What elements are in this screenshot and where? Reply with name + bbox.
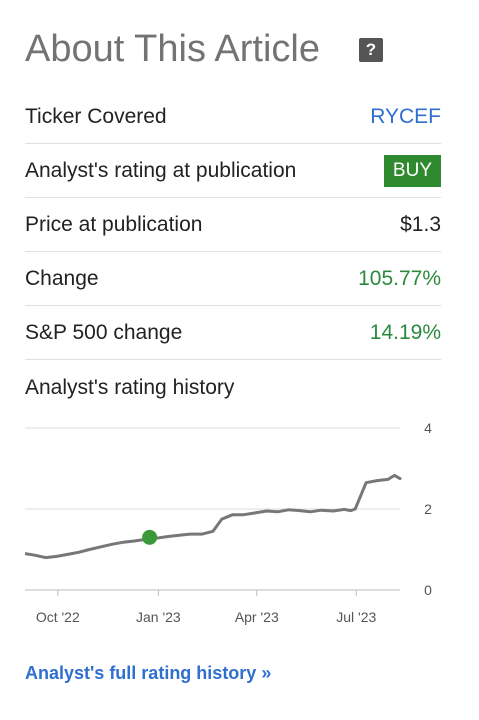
- help-icon[interactable]: ?: [359, 38, 383, 62]
- ticker-label: Ticker Covered: [25, 104, 167, 128]
- x-tick-label-3: Jul '23: [336, 609, 376, 625]
- article-info-list: Ticker Covered RYCEF Analyst's rating at…: [25, 90, 441, 360]
- sp500-change-label: S&P 500 change: [25, 320, 183, 344]
- x-tick-label-0: Oct '22: [36, 609, 80, 625]
- sp500-change-row: S&P 500 change 14.19%: [25, 306, 441, 360]
- full-rating-history-link[interactable]: Analyst's full rating history »: [25, 663, 272, 683]
- x-tick-label-1: Jan '23: [136, 609, 181, 625]
- y-tick-label-4: 4: [424, 420, 432, 436]
- price-label: Price at publication: [25, 212, 203, 236]
- page-title: About This Article: [25, 28, 321, 70]
- sp500-change-value: 14.19%: [369, 320, 441, 344]
- rating-history-chart: 0 2 4 Oct '22 Jan '23 Apr '23 Jul '23: [25, 420, 432, 625]
- y-tick-label-2: 2: [424, 501, 432, 517]
- change-value: 105.77%: [358, 266, 441, 290]
- panel-header: About This Article ?: [25, 24, 441, 74]
- y-tick-label-0: 0: [424, 582, 432, 598]
- rating-history-title: Analyst's rating history: [25, 376, 235, 399]
- price-row: Price at publication $1.3: [25, 198, 441, 252]
- price-value: $1.3: [400, 212, 441, 236]
- ticker-row: Ticker Covered RYCEF: [25, 90, 441, 144]
- publication-marker: [142, 529, 158, 545]
- change-row: Change 105.77%: [25, 252, 441, 306]
- rating-row: Analyst's rating at publication BUY: [25, 144, 441, 198]
- change-label: Change: [25, 266, 99, 290]
- rating-label: Analyst's rating at publication: [25, 158, 297, 182]
- ticker-link[interactable]: RYCEF: [370, 104, 441, 128]
- rating-badge: BUY: [383, 154, 441, 187]
- x-tick-label-2: Apr '23: [235, 609, 279, 625]
- rating-history-line: [25, 473, 402, 560]
